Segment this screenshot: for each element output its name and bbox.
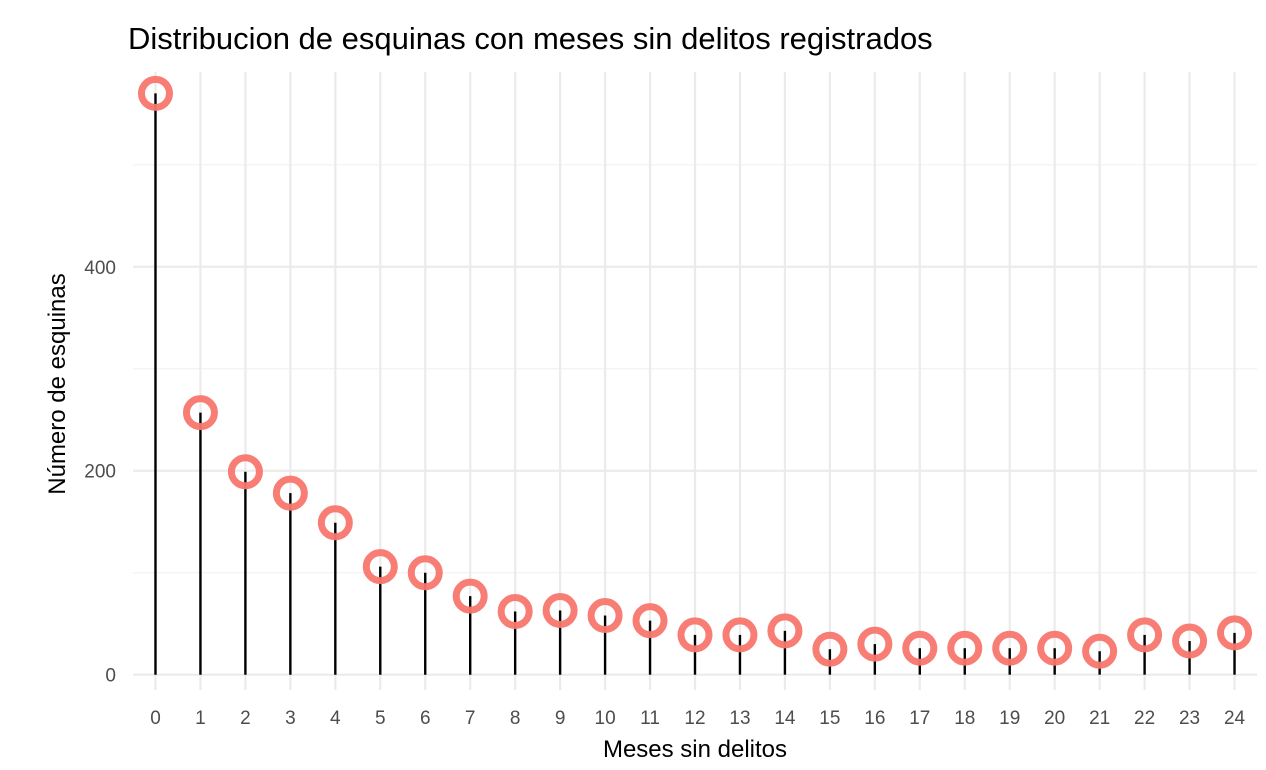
x-tick-label: 22 (1134, 708, 1155, 729)
data-point (542, 592, 578, 628)
data-point (587, 598, 623, 634)
x-tick-label: 20 (1044, 708, 1065, 729)
y-tick-label: 400 (84, 258, 116, 279)
x-tick-label: 10 (595, 708, 616, 729)
data-point (902, 630, 938, 666)
x-tick-label: 7 (465, 708, 476, 729)
x-tick-label: 23 (1179, 708, 1200, 729)
x-tick-label: 12 (684, 708, 705, 729)
data-point (1037, 630, 1073, 666)
data-point (812, 631, 848, 667)
data-point (1082, 633, 1118, 669)
data-point (137, 75, 173, 111)
x-tick-label: 6 (420, 708, 431, 729)
y-axis-ticks: 0 200 400 (84, 258, 116, 687)
x-axis-ticks: 0 1 2 3 4 5 6 7 8 9 10 11 12 13 14 15 16 17 18 19 20 21 22 23 24 (150, 708, 1245, 729)
data-point (317, 505, 353, 541)
data-point (722, 617, 758, 653)
data-point (1172, 623, 1208, 659)
data-point (272, 475, 308, 511)
data-point (857, 626, 893, 662)
x-tick-label: 11 (640, 708, 660, 729)
x-tick-label: 8 (510, 708, 521, 729)
x-axis-label: Meses sin delitos (603, 736, 787, 763)
x-tick-label: 5 (375, 708, 386, 729)
x-tick-label: 1 (195, 708, 206, 729)
y-tick-label: 0 (105, 666, 116, 687)
x-tick-label: 21 (1089, 708, 1110, 729)
data-point (1217, 615, 1253, 651)
x-tick-label: 14 (774, 708, 796, 729)
chart-title: Distribucion de esquinas con meses sin d… (128, 21, 933, 56)
data-point (362, 549, 398, 585)
data-point (497, 593, 533, 629)
x-tick-label: 19 (999, 708, 1020, 729)
data-point (407, 555, 443, 591)
x-tick-label: 17 (909, 708, 930, 729)
x-tick-label: 15 (819, 708, 840, 729)
points (137, 75, 1253, 669)
data-point (947, 630, 983, 666)
data-point (632, 603, 668, 639)
x-tick-label: 24 (1224, 708, 1246, 729)
x-tick-label: 16 (864, 708, 885, 729)
data-point (227, 454, 263, 490)
grid (133, 72, 1257, 690)
x-tick-label: 18 (954, 708, 975, 729)
data-point (1127, 617, 1163, 653)
data-point (182, 395, 218, 431)
y-axis-label: Número de esquinas (44, 273, 71, 494)
data-point (452, 578, 488, 614)
x-tick-label: 4 (330, 708, 341, 729)
x-tick-label: 0 (150, 708, 161, 729)
x-tick-label: 2 (240, 708, 251, 729)
data-point (677, 617, 713, 653)
data-point (992, 630, 1028, 666)
data-point (767, 613, 803, 649)
y-tick-label: 200 (84, 462, 116, 483)
x-tick-label: 9 (555, 708, 566, 729)
x-tick-label: 3 (285, 708, 296, 729)
x-tick-label: 13 (729, 708, 750, 729)
